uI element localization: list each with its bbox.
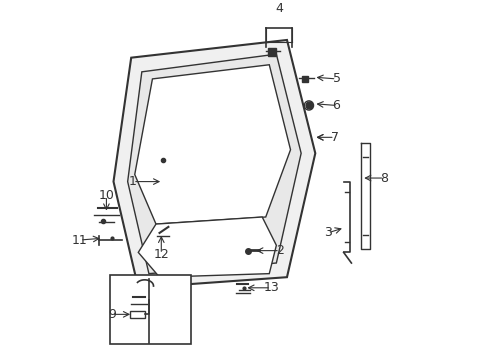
Polygon shape	[138, 217, 276, 277]
Polygon shape	[113, 40, 315, 288]
Text: 9: 9	[107, 308, 116, 321]
Polygon shape	[127, 54, 301, 274]
Text: 6: 6	[332, 99, 340, 112]
Text: 4: 4	[274, 2, 282, 15]
Text: 13: 13	[263, 281, 278, 294]
Text: 7: 7	[330, 131, 338, 144]
Text: 5: 5	[332, 72, 340, 85]
FancyBboxPatch shape	[110, 275, 191, 345]
Polygon shape	[130, 311, 144, 318]
Text: 10: 10	[98, 189, 114, 202]
Text: 3: 3	[323, 226, 331, 239]
Polygon shape	[135, 65, 290, 224]
Text: 2: 2	[275, 244, 283, 257]
Text: 8: 8	[380, 172, 387, 185]
Text: 11: 11	[72, 234, 87, 247]
Text: 12: 12	[153, 248, 169, 261]
Text: 1: 1	[129, 175, 137, 188]
